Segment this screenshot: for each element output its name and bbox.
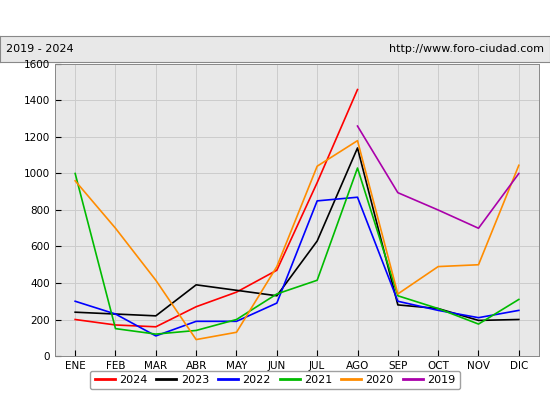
Text: Evolucion Nº Turistas Nacionales en el municipio de Rubite: Evolucion Nº Turistas Nacionales en el m… xyxy=(72,11,478,25)
Text: http://www.foro-ciudad.com: http://www.foro-ciudad.com xyxy=(389,44,544,54)
Legend: 2024, 2023, 2022, 2021, 2020, 2019: 2024, 2023, 2022, 2021, 2020, 2019 xyxy=(90,370,460,390)
Text: 2019 - 2024: 2019 - 2024 xyxy=(6,44,73,54)
